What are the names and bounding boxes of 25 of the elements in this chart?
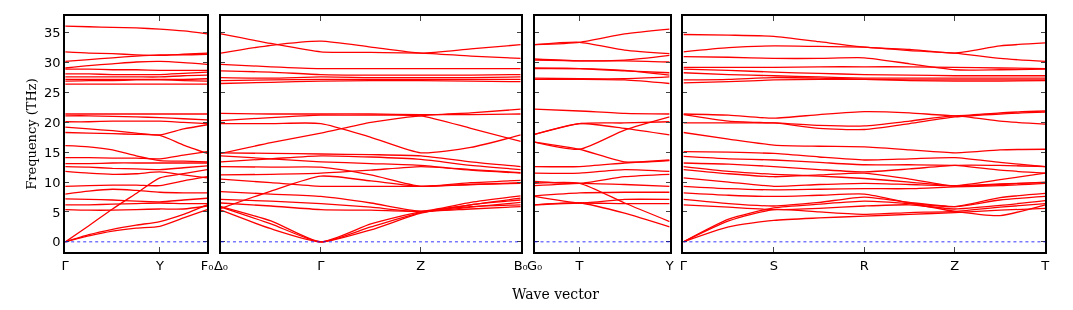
- x-tick-label: F₀: [200, 257, 214, 273]
- x-tick-label: Γ: [679, 257, 688, 273]
- x-tick-label: Y: [154, 257, 164, 273]
- x-axis-title: Wave vector: [512, 286, 600, 302]
- x-tick-label: Y: [664, 257, 674, 273]
- y-tick-label: 5: [52, 204, 61, 220]
- x-tick-label: B₀: [513, 257, 528, 273]
- x-tick-label: G₀: [526, 257, 543, 273]
- x-tick-label: Z: [416, 257, 426, 273]
- x-tick-label: Γ: [317, 257, 326, 273]
- y-axis-title: Frequency (THz): [24, 78, 40, 190]
- x-tick-label: T: [574, 257, 584, 273]
- y-tick-label: 10: [44, 174, 61, 190]
- y-tick-label: 15: [44, 144, 61, 160]
- y-tick-label: 20: [44, 114, 61, 130]
- x-tick-label: T: [1040, 257, 1050, 273]
- x-tick-label: S: [769, 257, 779, 273]
- y-tick-label: 25: [44, 85, 61, 101]
- y-tick-label: 35: [44, 25, 61, 41]
- x-tick-label: R: [859, 257, 869, 273]
- y-tick-label: 0: [52, 234, 61, 250]
- x-tick-label: Δ₀: [213, 257, 229, 273]
- x-tick-label: Γ: [61, 257, 70, 273]
- x-tick-label: Z: [950, 257, 960, 273]
- y-tick-label: 30: [44, 55, 61, 71]
